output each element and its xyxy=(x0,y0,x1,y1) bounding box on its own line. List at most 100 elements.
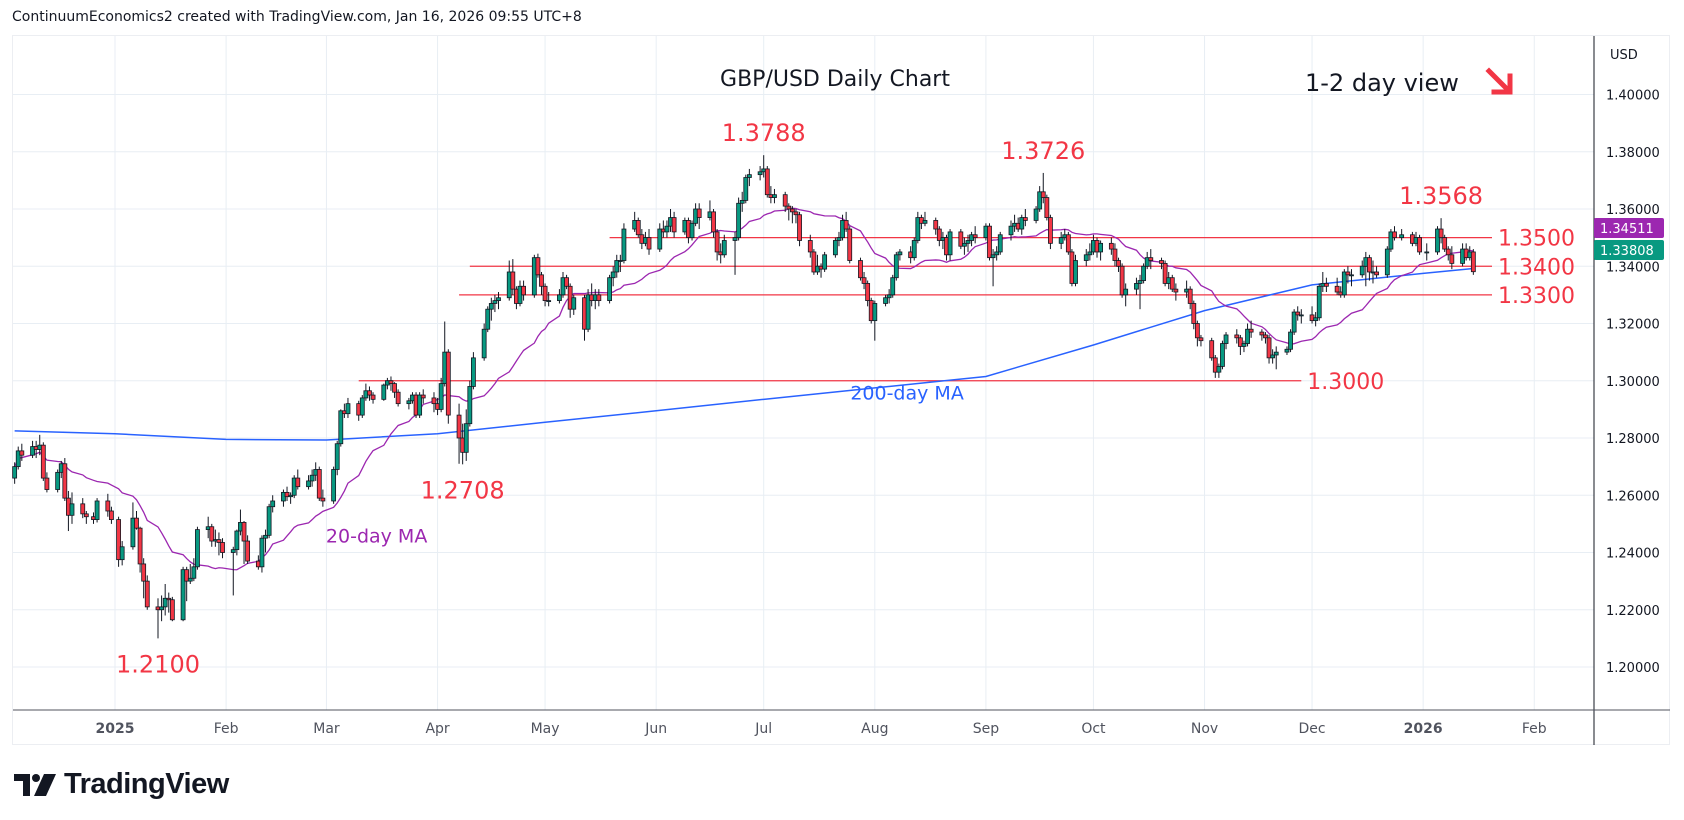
candle xyxy=(406,397,412,410)
candle-body xyxy=(510,271,516,290)
candle-body xyxy=(395,391,401,405)
price-axis-tick-label: 1.28000 xyxy=(1606,432,1660,447)
candle xyxy=(689,220,695,241)
candle-body xyxy=(1037,191,1043,210)
price-axis-tick-label: 1.32000 xyxy=(1606,318,1660,333)
candles xyxy=(12,155,1476,639)
candle-body xyxy=(739,200,745,204)
candle-body xyxy=(911,240,917,259)
candle-body xyxy=(1169,277,1175,290)
candle xyxy=(270,495,276,513)
candle-body xyxy=(40,444,46,479)
time-axis-tick-label: Feb xyxy=(214,721,239,737)
candle-body xyxy=(1058,237,1064,244)
candle-body xyxy=(1374,271,1379,276)
candle-body xyxy=(270,500,276,508)
candle-body xyxy=(1008,225,1014,236)
candle-body xyxy=(137,527,143,565)
candle xyxy=(772,188,777,204)
candle xyxy=(1349,269,1354,287)
candle xyxy=(1323,277,1329,293)
candle xyxy=(144,575,150,610)
candle xyxy=(1191,300,1197,330)
price-axis-tick-label: 1.22000 xyxy=(1606,604,1660,619)
candle xyxy=(1087,243,1093,261)
candle xyxy=(1270,349,1276,364)
candle xyxy=(936,226,942,247)
candle xyxy=(793,209,799,224)
candle xyxy=(155,598,161,639)
candle-body xyxy=(635,220,641,236)
candle xyxy=(467,380,473,427)
candle xyxy=(334,440,340,476)
candle-body xyxy=(187,577,193,582)
candle xyxy=(94,498,100,523)
candle xyxy=(1187,286,1193,310)
candle-body xyxy=(44,477,50,490)
candle-body xyxy=(1359,265,1365,276)
candle-body xyxy=(542,285,548,302)
candle-body xyxy=(359,397,365,416)
candle-body xyxy=(1388,231,1394,250)
candle xyxy=(162,583,168,616)
candle xyxy=(485,306,491,333)
candle xyxy=(1212,354,1218,378)
candle xyxy=(492,294,498,313)
candle xyxy=(130,502,136,550)
candle xyxy=(1112,243,1118,267)
candle xyxy=(1445,246,1451,261)
candle-body xyxy=(1266,337,1272,359)
candle-body xyxy=(467,386,473,425)
candle-body xyxy=(1048,217,1053,244)
time-axis-tick-label: 2025 xyxy=(96,721,135,737)
time-axis-tick-label: Jul xyxy=(754,721,772,737)
candle-body xyxy=(485,308,491,330)
candle-body xyxy=(445,351,451,416)
candle xyxy=(1237,334,1243,355)
candle xyxy=(1334,277,1340,295)
candle xyxy=(933,217,939,235)
candle xyxy=(962,237,967,255)
candle-body xyxy=(12,466,18,479)
candle xyxy=(263,529,268,553)
candle-body xyxy=(216,539,222,543)
candle-body xyxy=(836,237,842,241)
candle-body xyxy=(1470,251,1476,273)
candle xyxy=(1345,266,1351,284)
tradingview-logo[interactable]: TradingView xyxy=(14,768,229,801)
last-price-badge xyxy=(1594,218,1664,238)
candle-body xyxy=(367,390,372,396)
candle-body xyxy=(1349,274,1354,277)
candle-body xyxy=(711,211,716,233)
candle-body xyxy=(689,222,695,239)
price-axis-tick-label: 1.34000 xyxy=(1606,260,1660,275)
candle xyxy=(1148,249,1154,270)
candle xyxy=(1019,214,1025,235)
candle-body xyxy=(15,450,21,468)
candle-body xyxy=(865,283,871,301)
last-price-label: 1.34511 xyxy=(1600,222,1654,237)
candle-body xyxy=(1212,357,1218,373)
candle-body xyxy=(284,491,290,498)
price-annotation: 1.2708 xyxy=(421,476,505,504)
candle-body xyxy=(521,285,526,296)
candle-body xyxy=(259,537,265,568)
time-axis-tick-label: Feb xyxy=(1522,721,1547,737)
candle-body xyxy=(736,202,742,239)
candle xyxy=(990,249,996,287)
candle-body xyxy=(1173,288,1179,293)
candle-body xyxy=(861,277,867,284)
candle xyxy=(664,220,670,238)
candle-body xyxy=(19,450,25,456)
candle xyxy=(811,249,817,275)
candle-body xyxy=(1399,234,1405,239)
candle-body xyxy=(1022,217,1028,221)
candle xyxy=(134,510,139,530)
candle xyxy=(169,596,175,622)
candle xyxy=(370,392,376,404)
candle xyxy=(40,442,46,481)
candle-body xyxy=(617,260,623,262)
candle-body xyxy=(1159,260,1164,264)
candle-body xyxy=(732,237,738,241)
